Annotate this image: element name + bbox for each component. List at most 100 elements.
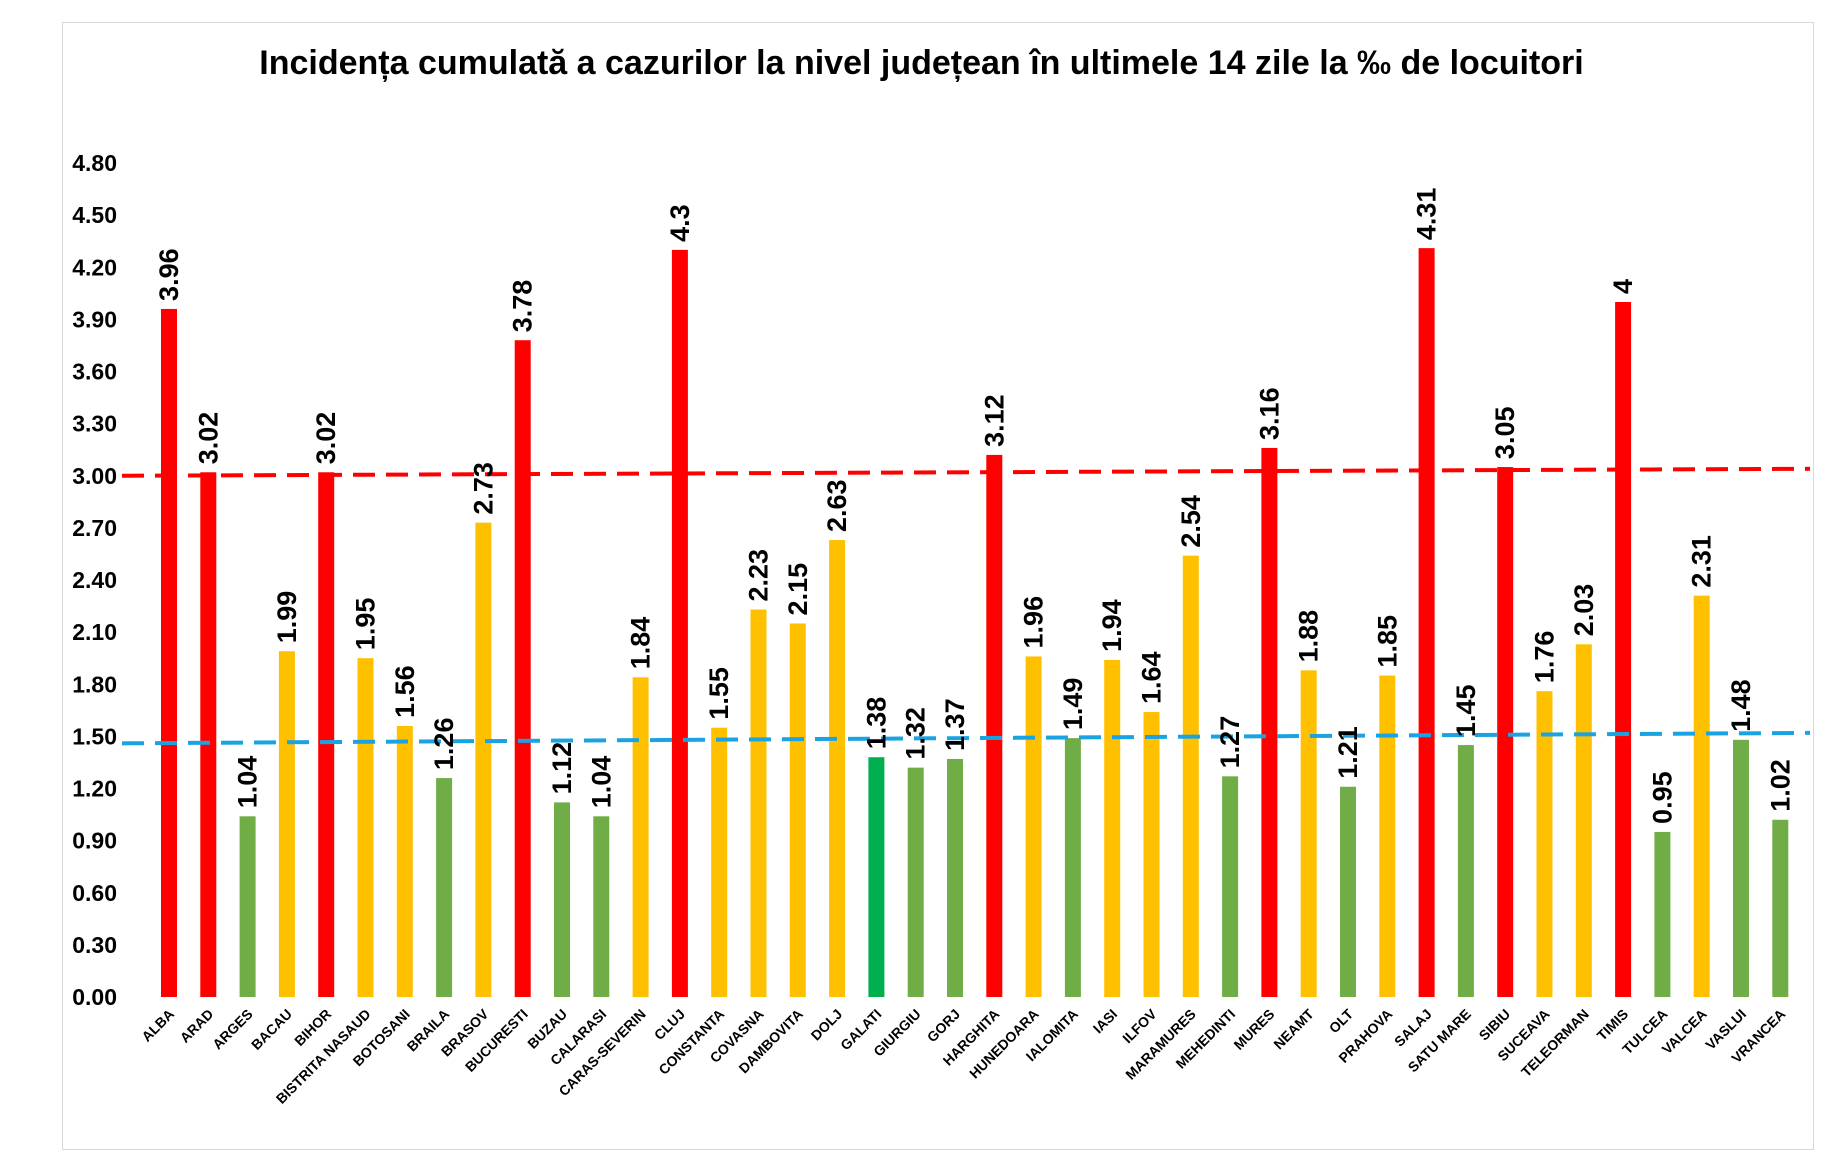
y-tick-label: 3.30 (72, 411, 117, 437)
bar (1261, 447, 1278, 997)
data-label: 2.31 (1687, 535, 1717, 588)
reference-lines (121, 466, 1811, 746)
bar (593, 816, 610, 997)
bar (907, 767, 924, 997)
data-label: 1.12 (547, 742, 577, 795)
y-tick-label: 1.80 (72, 671, 117, 697)
reference-line (121, 730, 1811, 746)
bar (357, 658, 374, 997)
bar (1222, 776, 1239, 997)
y-tick-label: 4.50 (72, 202, 117, 228)
data-label: 1.21 (1333, 726, 1363, 779)
bar (475, 522, 492, 997)
data-label: 4.3 (665, 204, 695, 242)
y-tick-label: 3.90 (72, 306, 117, 332)
bar (1418, 248, 1435, 997)
data-label: 1.02 (1765, 759, 1795, 812)
x-tick-label: ARGES (209, 1006, 256, 1053)
bar (1536, 691, 1553, 997)
bar (396, 725, 413, 997)
bar (711, 727, 728, 997)
bar (750, 609, 767, 997)
data-label: 3.16 (1254, 387, 1284, 440)
bar (554, 802, 570, 997)
data-label: 1.38 (861, 697, 891, 750)
bar (1340, 786, 1356, 997)
data-label: 2.23 (744, 549, 774, 602)
data-label: 1.76 (1530, 631, 1560, 684)
y-tick-label: 4.80 (72, 150, 117, 176)
data-label: 1.99 (272, 591, 302, 644)
y-axis: 0.00 0.30 0.60 0.90 1.20 1.50 1.80 2.10 2.40 2.70… (72, 150, 117, 1010)
bar (436, 778, 453, 997)
bar (868, 757, 885, 997)
bar (278, 651, 295, 997)
data-label: 1.56 (390, 665, 420, 718)
bar (986, 454, 1003, 997)
bar (200, 472, 217, 997)
x-tick-label: SIBIU (1476, 1006, 1514, 1044)
data-label: 1.32 (901, 707, 931, 760)
data-label: 2.15 (783, 563, 813, 616)
y-tick-label: 0.60 (72, 880, 117, 906)
data-label: 1.96 (1019, 596, 1049, 649)
data-label: 0.95 (1647, 771, 1677, 824)
y-tick-label: 1.50 (72, 723, 117, 749)
x-tick-label: TIMIS (1594, 1006, 1632, 1044)
data-label: 2.03 (1569, 584, 1599, 637)
y-tick-label: 2.70 (72, 515, 117, 541)
x-tick-label: ALBA (138, 1006, 177, 1045)
data-label: 1.64 (1137, 651, 1167, 704)
bar (671, 249, 688, 997)
x-tick-label: IASI (1090, 1006, 1121, 1037)
bar (318, 472, 335, 997)
chart-frame (62, 22, 1814, 1150)
data-label: 3.02 (193, 412, 223, 465)
y-tick-label: 2.10 (72, 619, 117, 645)
bar (514, 340, 531, 998)
x-tick-label: BACAU (248, 1006, 295, 1053)
data-label: 3.96 (154, 248, 184, 301)
data-label: 2.63 (822, 479, 852, 532)
y-tick-label: 0.00 (72, 984, 117, 1010)
bar (1615, 302, 1632, 997)
data-label: 1.37 (940, 698, 970, 751)
chart-title: Incidența cumulată a cazurilor la nivel … (259, 44, 1584, 82)
bar (1379, 675, 1396, 997)
bar (239, 816, 256, 997)
data-label: 1.95 (351, 598, 381, 651)
bar (1575, 644, 1592, 997)
bar (1064, 738, 1081, 997)
x-tick-label: NEAMT (1270, 1005, 1317, 1052)
y-tick-label: 3.00 (72, 463, 117, 489)
bar (1654, 831, 1671, 997)
bar (1733, 739, 1749, 997)
bar (1693, 595, 1710, 997)
data-label: 1.94 (1097, 599, 1127, 652)
bar (1182, 555, 1199, 997)
bar (947, 758, 963, 997)
data-label: 1.88 (1294, 610, 1324, 663)
data-label: 1.84 (626, 617, 656, 670)
data-label: 1.48 (1726, 679, 1756, 732)
bar (1497, 467, 1514, 997)
bar (1143, 712, 1160, 997)
bar (1300, 670, 1317, 997)
bar (829, 540, 846, 997)
bars (161, 248, 1789, 998)
x-tick-label: CLUJ (651, 1006, 688, 1043)
y-tick-label: 2.40 (72, 567, 117, 593)
bar (1025, 656, 1042, 997)
data-label: 3.12 (979, 394, 1009, 447)
y-tick-label: 1.20 (72, 776, 117, 802)
data-label: 1.85 (1372, 615, 1402, 668)
y-tick-label: 4.20 (72, 254, 117, 280)
bar (161, 308, 177, 997)
data-label: 1.04 (233, 756, 263, 809)
data-label: 1.55 (704, 667, 734, 720)
data-label: 4 (1608, 279, 1638, 294)
data-labels: 3.96 3.02 1.04 1.99 3.02 1.95 1.56 1.26 2.73 3.78… (154, 188, 1795, 824)
data-label: 1.45 (1451, 685, 1481, 738)
